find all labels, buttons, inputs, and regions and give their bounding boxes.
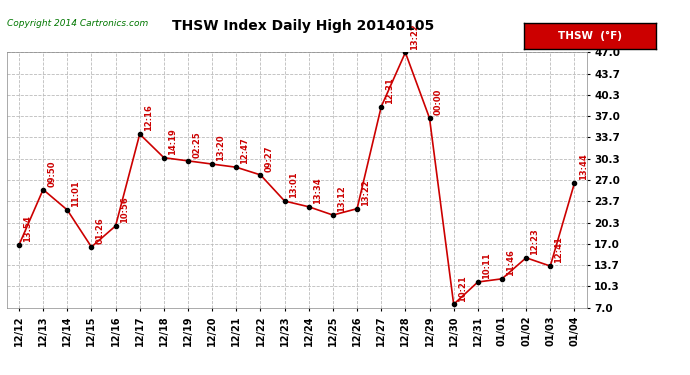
Text: 10:11: 10:11 [482,252,491,279]
Text: 00:00: 00:00 [434,89,443,116]
Text: 13:22: 13:22 [410,23,419,50]
Text: 02:25: 02:25 [193,131,201,158]
Text: 12:47: 12:47 [241,138,250,165]
Text: 13:54: 13:54 [23,216,32,242]
Text: 13:22: 13:22 [362,179,371,206]
Text: THSW  (°F): THSW (°F) [558,31,622,40]
Text: 09:50: 09:50 [48,160,57,187]
Text: 12:41: 12:41 [555,236,564,263]
Text: 10:56: 10:56 [120,196,129,223]
Text: 01:26: 01:26 [96,217,105,244]
Text: 13:44: 13:44 [579,154,588,180]
Text: 13:12: 13:12 [337,186,346,212]
Text: 14:19: 14:19 [168,128,177,155]
Text: 12:23: 12:23 [531,228,540,255]
Text: 10:21: 10:21 [458,275,467,302]
Text: 13:01: 13:01 [289,172,298,198]
Text: 13:34: 13:34 [313,177,322,204]
Text: 09:27: 09:27 [265,146,274,172]
Text: 13:20: 13:20 [217,135,226,161]
Text: 11:46: 11:46 [506,249,515,276]
Text: THSW Index Daily High 20140105: THSW Index Daily High 20140105 [172,19,435,33]
Text: 11:01: 11:01 [72,180,81,207]
Text: 12:16: 12:16 [144,105,153,131]
Text: 12:31: 12:31 [386,77,395,104]
Text: Copyright 2014 Cartronics.com: Copyright 2014 Cartronics.com [7,19,148,28]
